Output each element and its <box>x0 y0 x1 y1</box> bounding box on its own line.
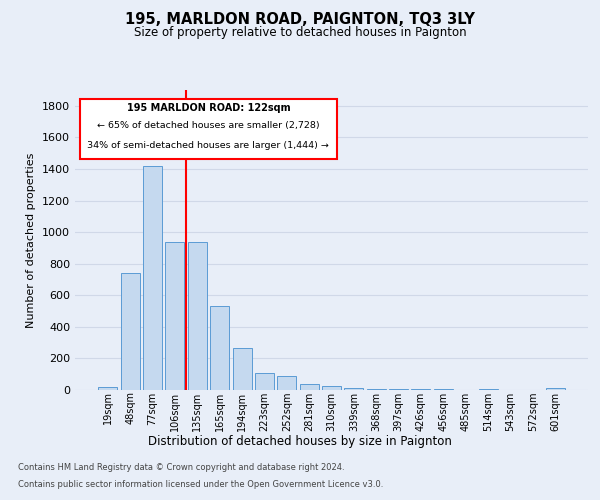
Bar <box>299 384 319 390</box>
Bar <box>545 388 565 390</box>
Text: Distribution of detached houses by size in Paignton: Distribution of detached houses by size … <box>148 435 452 448</box>
Bar <box>434 389 453 390</box>
Bar <box>479 389 497 390</box>
Bar <box>233 348 251 390</box>
Bar <box>277 376 296 390</box>
Text: 34% of semi-detached houses are larger (1,444) →: 34% of semi-detached houses are larger (… <box>88 141 329 150</box>
Bar <box>188 242 207 390</box>
FancyBboxPatch shape <box>80 99 337 159</box>
Text: Size of property relative to detached houses in Paignton: Size of property relative to detached ho… <box>134 26 466 39</box>
Bar <box>210 306 229 390</box>
Text: 195, MARLDON ROAD, PAIGNTON, TQ3 3LY: 195, MARLDON ROAD, PAIGNTON, TQ3 3LY <box>125 12 475 28</box>
Text: Contains HM Land Registry data © Crown copyright and database right 2024.: Contains HM Land Registry data © Crown c… <box>18 464 344 472</box>
Bar <box>344 388 364 390</box>
Bar <box>143 166 162 390</box>
Bar <box>412 389 430 390</box>
Bar <box>367 388 386 390</box>
Bar <box>255 374 274 390</box>
Bar <box>322 386 341 390</box>
Bar <box>389 389 408 390</box>
Text: Contains public sector information licensed under the Open Government Licence v3: Contains public sector information licen… <box>18 480 383 489</box>
Text: ← 65% of detached houses are smaller (2,728): ← 65% of detached houses are smaller (2,… <box>97 121 320 130</box>
Bar <box>121 273 140 390</box>
Bar <box>98 387 118 390</box>
Bar <box>166 242 184 390</box>
Text: 195 MARLDON ROAD: 122sqm: 195 MARLDON ROAD: 122sqm <box>127 102 290 113</box>
Y-axis label: Number of detached properties: Number of detached properties <box>26 152 37 328</box>
